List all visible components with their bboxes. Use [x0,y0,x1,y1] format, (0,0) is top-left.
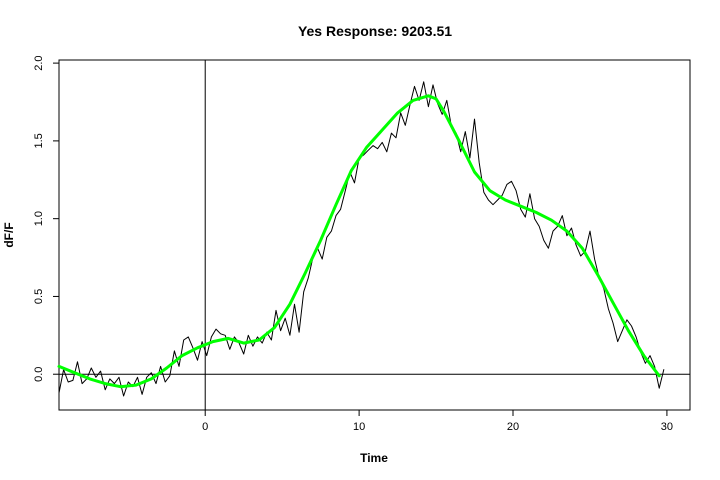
y-tick-label: 0.0 [33,367,45,382]
reference-lines [59,60,690,410]
y-tick-label: 2.0 [33,55,45,70]
x-axis-label: Time [360,451,388,465]
x-tick-label: 0 [202,421,208,433]
smoothed-fit-line [57,94,661,389]
y-axis-label: dF/F [2,222,16,247]
y-tick-label: 0.5 [33,289,45,304]
x-tick-label: 10 [353,421,365,433]
y-axis: 0.0 0.5 1.0 1.5 2.0 [33,55,59,382]
x-tick-label: 30 [661,421,673,433]
x-axis: 0 10 20 30 [202,410,673,433]
plot-frame [58,59,691,411]
y-tick-label: 1.5 [33,133,45,148]
chart-title: Yes Response: 9203.51 [298,23,452,39]
y-tick-label: 1.0 [33,211,45,226]
x-tick-label: 20 [507,421,519,433]
series-layer [57,81,665,397]
